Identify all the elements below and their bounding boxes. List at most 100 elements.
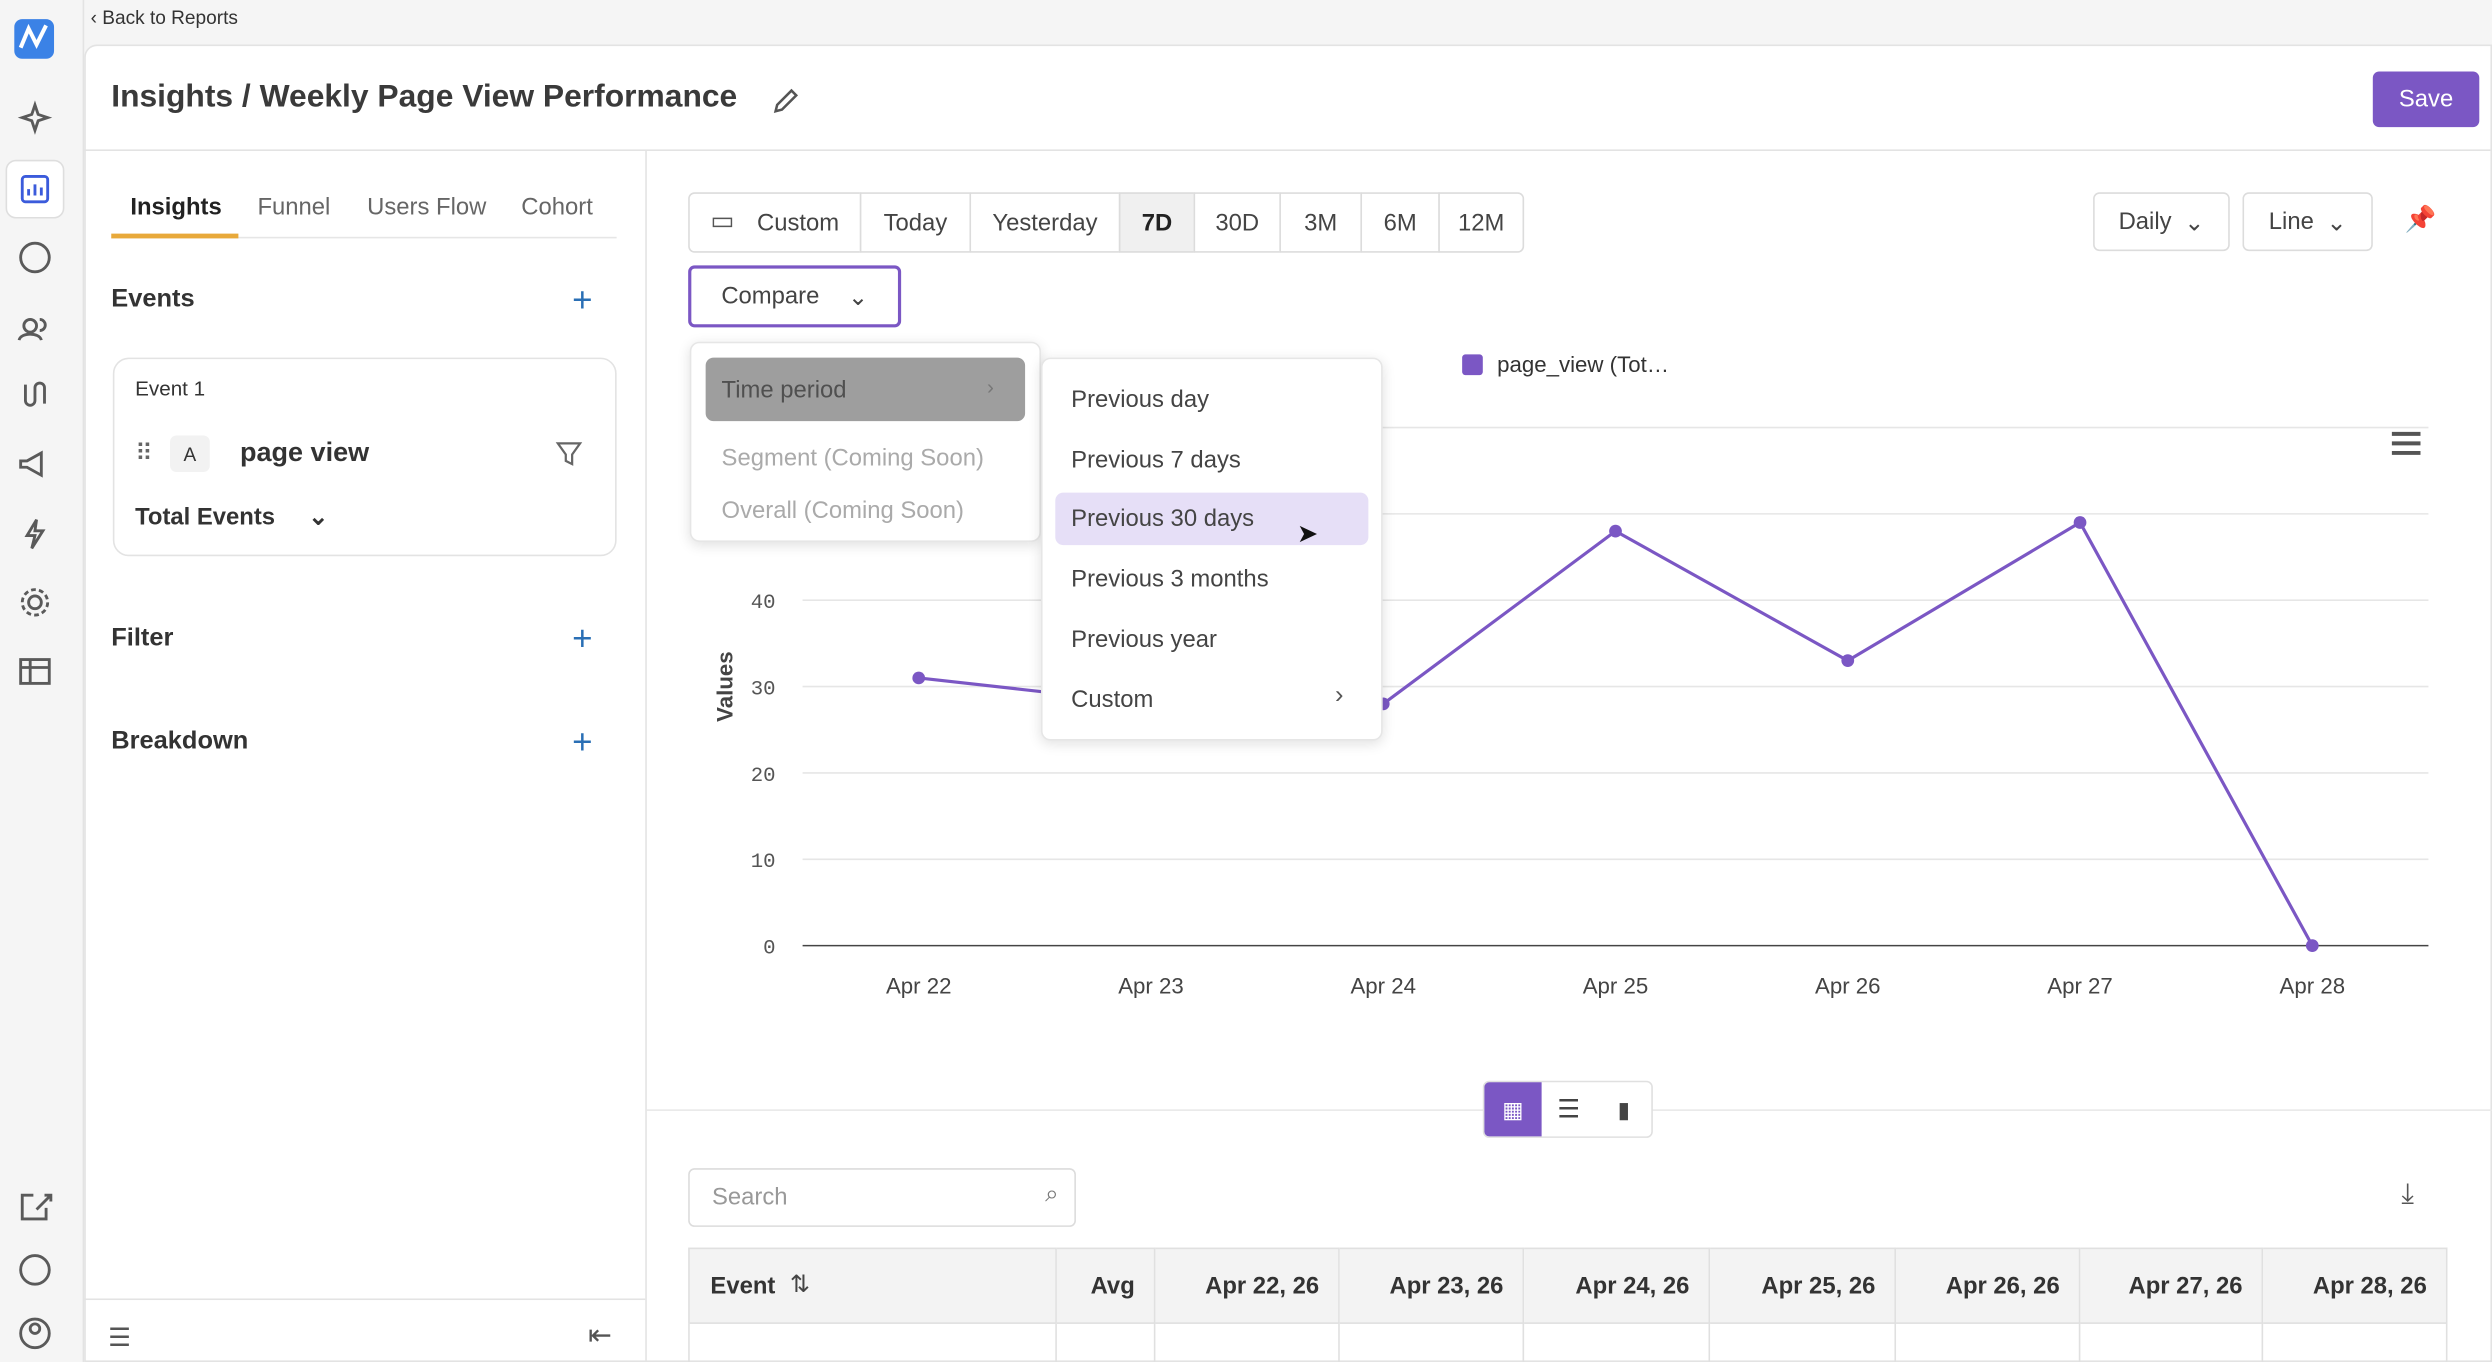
y-tick-label: 30 xyxy=(751,679,776,702)
table-cell: page_view (Total Events) xyxy=(688,1323,1057,1362)
save-button[interactable]: Save xyxy=(2372,71,2480,128)
interval-text: Daily xyxy=(2118,208,2172,236)
x-tick-label: Apr 22 xyxy=(886,973,952,998)
grid-view[interactable]: ▦ xyxy=(1484,1082,1542,1137)
table-cell: 28 xyxy=(1524,1323,1711,1362)
back-text: Back to Reports xyxy=(102,6,238,29)
data-point xyxy=(2073,516,2087,529)
tab[interactable]: Users Flow xyxy=(367,193,487,221)
compare-menu: Time period Segment (Coming Soon) Overall … xyxy=(689,341,1041,542)
filter-icon[interactable] xyxy=(555,439,584,468)
tab[interactable]: Insights xyxy=(130,193,222,221)
y-tick-label: 10 xyxy=(751,851,776,874)
y-tick-label: 0 xyxy=(763,938,775,961)
period-menu: Previous day Previous 7 days Previous 30 d… xyxy=(1040,357,1383,741)
list-view[interactable]: ☰ xyxy=(1557,1096,1581,1124)
chevron: › xyxy=(1335,681,1344,709)
drag-handle[interactable]: ⠿ xyxy=(135,440,153,468)
table-cell: 48 xyxy=(1710,1323,1897,1362)
event-label: Event 1 xyxy=(135,376,206,401)
tabs-divider xyxy=(111,236,617,239)
period-option[interactable]: Custom xyxy=(1071,685,1154,713)
chart-kind-text: Line xyxy=(2268,208,2314,236)
tab-underline xyxy=(111,233,239,239)
add-event[interactable]: + xyxy=(572,279,593,320)
page-title: Insights / Weekly Page View Performance xyxy=(111,79,738,115)
table-header: Apr 27, 26 xyxy=(2080,1247,2264,1324)
calendar-icon: ▭ xyxy=(710,208,735,236)
tab[interactable]: Cohort xyxy=(521,193,593,221)
measure-text: Total Events xyxy=(135,503,276,531)
table-header: Apr 28, 26 xyxy=(2263,1247,2448,1324)
add-breakdown[interactable]: + xyxy=(572,721,593,762)
pin-icon[interactable]: 📌 xyxy=(2404,206,2437,234)
data-point xyxy=(1609,524,1622,538)
period-option[interactable]: Previous 3 months xyxy=(1071,565,1269,593)
range-button[interactable]: 3M xyxy=(1279,192,1363,253)
x-tick-label: Apr 24 xyxy=(1350,973,1416,998)
compare-button[interactable]: Compare ⌄ xyxy=(688,265,902,328)
filter-heading: Filter xyxy=(111,624,174,652)
interval-select[interactable]: Daily ⌄ xyxy=(2093,192,2230,252)
table-header: Apr 24, 26 xyxy=(1524,1247,1711,1324)
event-name[interactable]: page view xyxy=(239,437,370,468)
legend-label: page_view (Tot… xyxy=(1497,352,1669,377)
range-button[interactable]: Yesterday xyxy=(969,192,1121,253)
edit-icon[interactable] xyxy=(771,84,803,116)
measure-select[interactable]: Total Events ⌄ xyxy=(135,503,329,531)
search-placeholder: Search xyxy=(712,1184,788,1212)
cursor: ➤ xyxy=(1296,521,1319,549)
table-header: Apr 26, 26 xyxy=(1896,1247,2081,1324)
period-option[interactable]: Previous 7 days xyxy=(1071,446,1241,474)
table-cell: 0 xyxy=(2263,1323,2448,1362)
x-tick-label: Apr 26 xyxy=(1815,973,1881,998)
x-tick-label: Apr 25 xyxy=(1583,973,1649,998)
data-point xyxy=(912,671,926,685)
range-button[interactable]: 7D xyxy=(1118,192,1196,253)
period-option[interactable]: Previous day xyxy=(1071,386,1210,414)
chart-kind-select[interactable]: Line ⌄ xyxy=(2242,192,2373,252)
left-rail xyxy=(0,0,85,1362)
range-button[interactable]: 30D xyxy=(1193,192,1281,253)
x-tick-label: Apr 27 xyxy=(2047,973,2113,998)
event-card xyxy=(112,357,617,557)
range-button[interactable]: Today xyxy=(859,192,972,253)
table-header: Apr 23, 26 xyxy=(1339,1247,1525,1324)
event-letter: A xyxy=(170,435,210,473)
period-option[interactable]: Previous year xyxy=(1071,625,1217,653)
bar-view[interactable]: ▮ xyxy=(1617,1095,1630,1122)
table-cell: 49 xyxy=(2080,1323,2264,1362)
rail-icons xyxy=(5,19,65,1350)
y-tick-label: 40 xyxy=(751,592,776,615)
header-divider xyxy=(84,149,2492,151)
period-option[interactable]: Previous 30 days xyxy=(1055,493,1369,546)
x-tick-label: Apr 23 xyxy=(1118,973,1184,998)
table-header: Apr 25, 26 xyxy=(1710,1247,1897,1324)
collapse-sidebar-icon[interactable]: ⇤ xyxy=(588,1319,613,1351)
view-toggle: ▦ ☰ ▮ xyxy=(1482,1080,1653,1138)
tab[interactable]: Funnel xyxy=(257,193,331,221)
compare-option[interactable]: Time period xyxy=(705,357,1026,422)
sidebar-divider xyxy=(645,150,647,1362)
collapse-list-icon[interactable]: ☰ xyxy=(108,1325,131,1353)
sort-icon: ⇅ xyxy=(789,1271,810,1299)
chevron: › xyxy=(986,375,994,399)
add-filter[interactable]: + xyxy=(572,618,593,658)
download-icon[interactable]: ⤓ xyxy=(2401,1177,2415,1210)
compare-option: Segment (Coming Soon) xyxy=(721,444,984,472)
table-cell: 33 xyxy=(1896,1323,2081,1362)
range-button[interactable]: 6M xyxy=(1360,192,1440,253)
range-button[interactable]: 12M xyxy=(1438,192,1525,253)
y-axis-label: Values xyxy=(713,651,738,722)
table-header: Event xyxy=(688,1247,1057,1324)
x-tick-label: Apr 28 xyxy=(2280,973,2346,998)
legend-swatch xyxy=(1462,354,1483,376)
table-cell: 31 xyxy=(1057,1323,1156,1362)
search-input[interactable]: Search ⌕ xyxy=(688,1168,1076,1227)
events-heading: Events xyxy=(111,286,195,314)
sidebar-footer-divider xyxy=(84,1298,646,1301)
compare-option: Overall (Coming Soon) xyxy=(721,496,965,524)
back-link[interactable]: ‹ Back to Reports xyxy=(90,6,238,29)
